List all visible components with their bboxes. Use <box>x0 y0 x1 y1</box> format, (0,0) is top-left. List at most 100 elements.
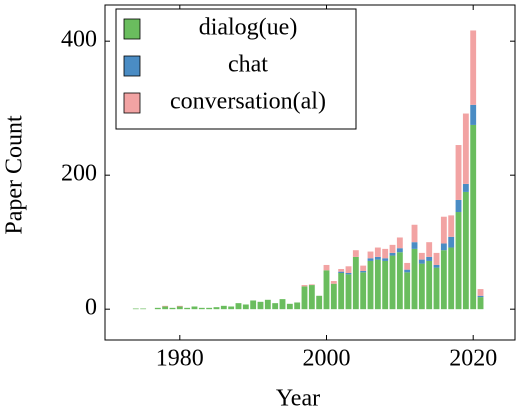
legend-swatch <box>123 55 141 77</box>
bar-segment <box>352 250 359 257</box>
bar-segment <box>396 252 403 310</box>
bar-segment <box>367 251 374 259</box>
bar-segment <box>470 124 477 310</box>
bar-segment <box>330 281 337 284</box>
bar-segment <box>154 307 161 310</box>
bar-segment <box>345 274 352 310</box>
bar-segment <box>316 295 323 310</box>
bar-segment <box>345 273 352 275</box>
bar-segment <box>360 265 367 271</box>
legend-label: dialog(ue) <box>199 15 298 41</box>
bar-segment <box>470 104 477 125</box>
bar-segment <box>433 252 440 265</box>
bar-segment <box>286 303 293 310</box>
x-tick-label: 1980 <box>156 346 204 372</box>
bar-segment <box>462 113 469 184</box>
y-tick-label: 0 <box>85 295 97 321</box>
bar-segment <box>389 252 396 256</box>
bar-segment <box>257 301 264 310</box>
bar-segment <box>426 256 433 261</box>
bar-segment <box>382 260 389 310</box>
bar-segment <box>220 305 227 310</box>
bar-segment <box>191 306 198 310</box>
bar-segment <box>301 286 308 310</box>
bar-segment <box>308 284 315 286</box>
bar-segment <box>440 250 447 310</box>
bar-segment <box>308 285 315 310</box>
bar-segment <box>338 271 345 273</box>
bar-segment <box>132 308 139 310</box>
bar-segment <box>162 306 169 310</box>
bar-segment <box>382 248 389 259</box>
x-tick-label: 2020 <box>449 346 497 372</box>
bar-segment <box>382 258 389 261</box>
y-tick-label: 200 <box>61 161 97 187</box>
bar-segment <box>411 224 418 243</box>
bar-segment <box>411 248 418 310</box>
bar-segment <box>426 242 433 257</box>
bar-segment <box>404 269 411 273</box>
bar-segment <box>433 264 440 268</box>
bar-segment <box>140 308 147 310</box>
bar-segment <box>448 215 455 237</box>
bar-segment <box>418 263 425 310</box>
bar-segment <box>360 272 367 310</box>
bar-segment <box>367 260 374 310</box>
bar-segment <box>294 302 301 310</box>
bar-segment <box>411 242 418 249</box>
y-axis-label: Paper Count <box>2 115 28 235</box>
bar-segment <box>374 256 381 260</box>
bar-segment <box>279 299 286 310</box>
bar-segment <box>455 199 462 213</box>
bar-segment <box>338 273 345 310</box>
bar-segment <box>440 216 447 244</box>
bar-segment <box>228 306 235 310</box>
legend-label: chat <box>228 52 268 78</box>
bar-segment <box>176 306 183 310</box>
x-tick-label: 2000 <box>303 346 351 372</box>
bar-segment <box>448 247 455 310</box>
bar-segment <box>477 297 484 310</box>
bar-segment <box>198 307 205 310</box>
bar-segment <box>162 305 169 307</box>
bar-segment <box>264 299 271 310</box>
bar-segment <box>418 252 425 260</box>
bar-segment <box>213 307 220 310</box>
bar-segment <box>396 237 403 249</box>
legend-box <box>115 8 357 130</box>
bar-segment <box>367 258 374 261</box>
bar-segment <box>389 255 396 310</box>
y-tick-label: 400 <box>61 27 97 53</box>
bar-segment <box>184 307 191 310</box>
bar-segment <box>323 264 330 271</box>
bar-segment <box>433 267 440 310</box>
bar-segment <box>374 259 381 310</box>
bar-segment <box>242 304 249 310</box>
bar-segment <box>462 183 469 192</box>
legend-swatch <box>123 92 141 114</box>
bar-segment <box>206 307 213 310</box>
bar-segment <box>301 285 308 287</box>
bar-segment <box>389 244 396 253</box>
bar-segment <box>396 248 403 253</box>
bar-segment <box>455 145 462 200</box>
bar-segment <box>338 268 345 272</box>
bar-segment <box>352 256 359 310</box>
legend-label: conversation(al) <box>170 89 326 115</box>
bar-segment <box>455 212 462 310</box>
bar-segment <box>477 295 484 298</box>
bar-segment <box>330 283 337 310</box>
bar-segment <box>462 191 469 310</box>
x-axis-label: Year <box>276 386 320 412</box>
bar-segment <box>418 259 425 264</box>
bar-segment <box>448 236 455 248</box>
legend-swatch <box>123 18 141 40</box>
bar-segment <box>477 289 484 296</box>
plot-frame <box>104 4 516 341</box>
bar-segment <box>250 300 257 310</box>
bar-segment <box>323 270 330 310</box>
bar-segment <box>440 243 447 251</box>
bar-segment <box>345 266 352 273</box>
bar-segment <box>374 247 381 257</box>
